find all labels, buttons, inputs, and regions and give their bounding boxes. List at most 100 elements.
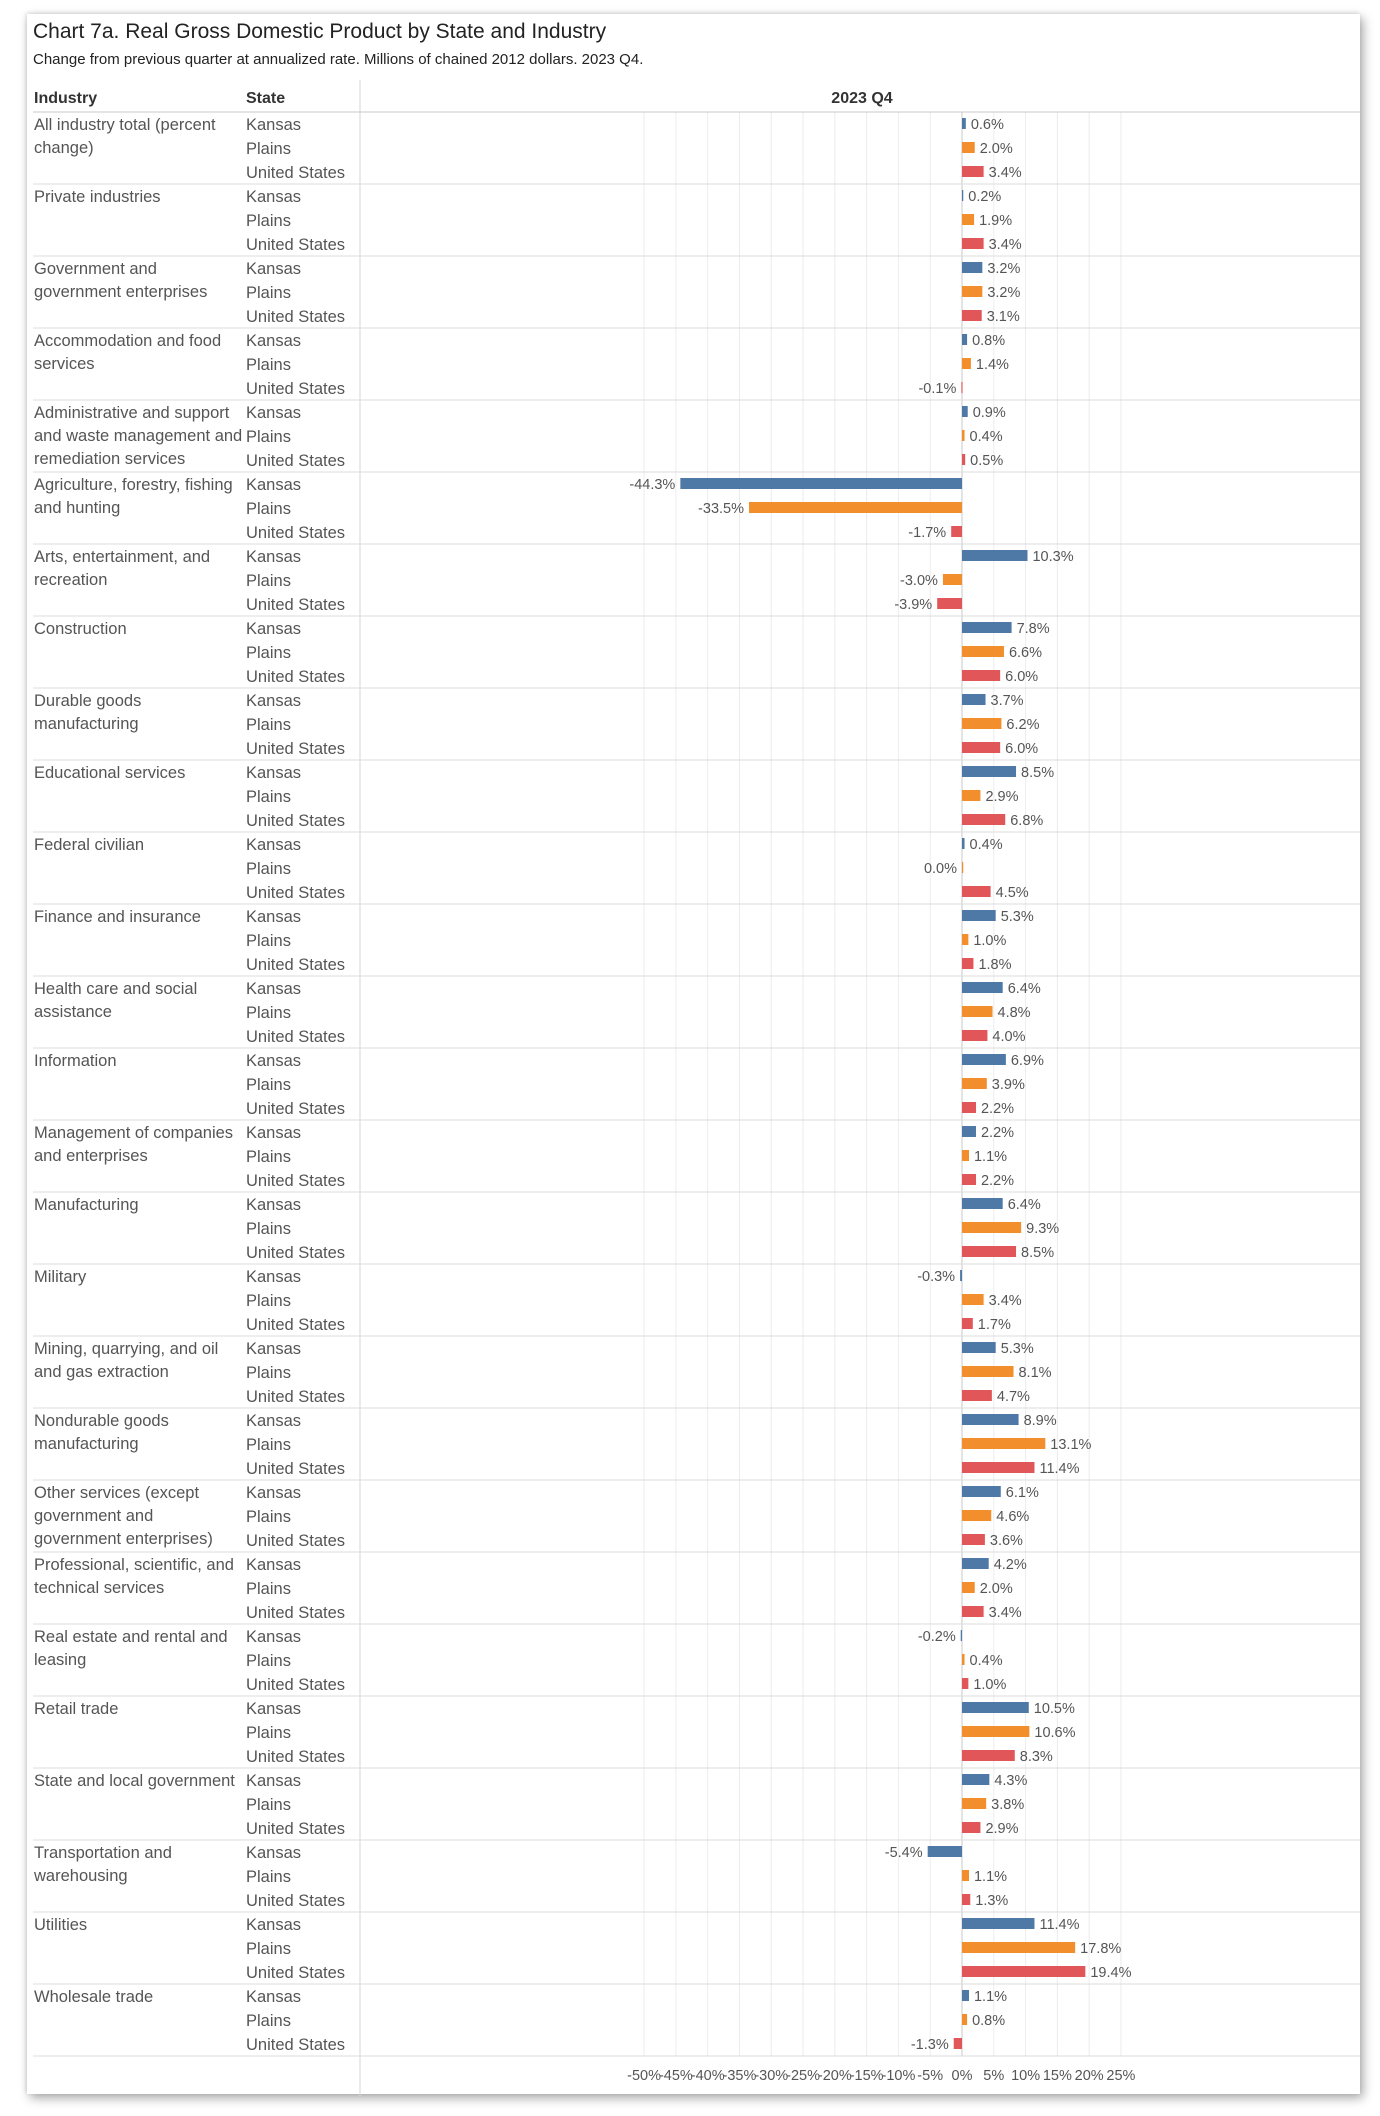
- bar: [962, 1558, 989, 1569]
- data-label: 0.8%: [972, 333, 1005, 349]
- data-label: 1.0%: [973, 1677, 1006, 1693]
- industry-label: Real estate and rental and: [34, 1628, 228, 1646]
- state-label: Plains: [246, 1076, 291, 1094]
- bar: [962, 1150, 969, 1161]
- industry-label: services: [34, 355, 95, 373]
- bar: [962, 766, 1017, 777]
- state-label: Kansas: [246, 1340, 301, 1358]
- x-tick-label: -50%: [627, 2068, 661, 2084]
- state-label: United States: [246, 1676, 345, 1694]
- data-label: -0.1%: [918, 381, 956, 397]
- bar: [962, 1510, 992, 1521]
- bar: [942, 574, 962, 585]
- data-label: 0.0%: [924, 861, 957, 877]
- bar: [962, 1222, 1022, 1233]
- x-tick-label: -10%: [881, 2068, 915, 2084]
- data-label: 8.9%: [1024, 1413, 1057, 1429]
- state-label: United States: [246, 1172, 345, 1190]
- state-label: Kansas: [246, 332, 301, 350]
- data-label: 3.6%: [990, 1533, 1023, 1549]
- state-label: Kansas: [246, 836, 301, 854]
- data-label: 2.2%: [981, 1173, 1014, 1189]
- industry-label: State and local government: [34, 1772, 235, 1790]
- data-label: 6.9%: [1011, 1053, 1044, 1069]
- bar: [962, 886, 991, 897]
- bar: [962, 118, 966, 129]
- state-label: Plains: [246, 1364, 291, 1382]
- state-label: United States: [246, 1964, 345, 1982]
- state-label: Plains: [246, 1508, 291, 1526]
- data-label: 4.8%: [998, 1005, 1031, 1021]
- bar: [962, 790, 981, 801]
- state-label: Plains: [246, 1940, 291, 1958]
- state-label: Kansas: [246, 1772, 301, 1790]
- industry-label: and waste management and: [34, 427, 242, 445]
- industry-label: and enterprises: [34, 1147, 148, 1165]
- bar: [927, 1846, 962, 1857]
- state-label: United States: [246, 1604, 345, 1622]
- bar: [962, 1798, 987, 1809]
- bar: [962, 1774, 990, 1785]
- data-label: 6.0%: [1005, 741, 1038, 757]
- state-label: United States: [246, 164, 345, 182]
- data-label: 10.3%: [1032, 549, 1073, 565]
- data-label: 11.4%: [1039, 1461, 1079, 1477]
- x-tick-label: 20%: [1075, 2068, 1104, 2084]
- data-label: 6.1%: [1006, 1485, 1039, 1501]
- bar: [962, 742, 1001, 753]
- bar: [962, 1294, 984, 1305]
- data-label: 1.8%: [978, 957, 1011, 973]
- industry-label: Arts, entertainment, and: [34, 548, 210, 566]
- bar: [962, 1894, 971, 1905]
- bar: [962, 1654, 965, 1665]
- state-label: Plains: [246, 716, 291, 734]
- x-tick-label: 10%: [1011, 2068, 1040, 2084]
- chart-card: [27, 14, 1360, 2094]
- state-label: Kansas: [246, 908, 301, 926]
- bar: [962, 1054, 1006, 1065]
- data-label: 7.8%: [1017, 621, 1050, 637]
- state-label: Kansas: [246, 1844, 301, 1862]
- state-label: Kansas: [246, 188, 301, 206]
- industry-label: Other services (except: [34, 1484, 199, 1502]
- bar: [962, 1534, 985, 1545]
- period-column-header: 2023 Q4: [831, 90, 892, 107]
- state-label: Plains: [246, 572, 291, 590]
- data-label: -3.0%: [900, 573, 938, 589]
- bar: [962, 310, 982, 321]
- bar: [962, 1606, 984, 1617]
- bar: [962, 934, 969, 945]
- state-label: United States: [246, 1820, 345, 1838]
- industry-label: manufacturing: [34, 715, 139, 733]
- bar: [962, 142, 975, 153]
- bar: [962, 1174, 976, 1185]
- state-label: United States: [246, 236, 345, 254]
- state-label: Kansas: [246, 1196, 301, 1214]
- state-label: United States: [246, 1100, 345, 1118]
- chart-title: Chart 7a. Real Gross Domestic Product by…: [33, 20, 607, 43]
- chart-subtitle: Change from previous quarter at annualiz…: [33, 51, 644, 68]
- industry-label: All industry total (percent: [34, 116, 216, 134]
- data-label: 3.2%: [987, 261, 1020, 277]
- state-label: United States: [246, 1244, 345, 1262]
- industry-label: Health care and social: [34, 980, 197, 998]
- industry-label: government enterprises): [34, 1530, 213, 1548]
- bar: [962, 1678, 969, 1689]
- state-label: Kansas: [246, 404, 301, 422]
- data-label: 1.9%: [979, 213, 1012, 229]
- industry-label: Military: [34, 1268, 87, 1286]
- state-label: Kansas: [246, 1412, 301, 1430]
- state-label: Plains: [246, 788, 291, 806]
- data-label: 5.3%: [1001, 909, 1034, 925]
- state-label: United States: [246, 812, 345, 830]
- state-label: United States: [246, 308, 345, 326]
- bar: [960, 1630, 962, 1641]
- state-label: United States: [246, 1316, 345, 1334]
- industry-label: Retail trade: [34, 1700, 118, 1718]
- bar: [962, 454, 966, 465]
- data-label: 8.1%: [1018, 1365, 1051, 1381]
- bar: [962, 358, 971, 369]
- data-label: 1.1%: [974, 1149, 1007, 1165]
- bar: [962, 1702, 1029, 1713]
